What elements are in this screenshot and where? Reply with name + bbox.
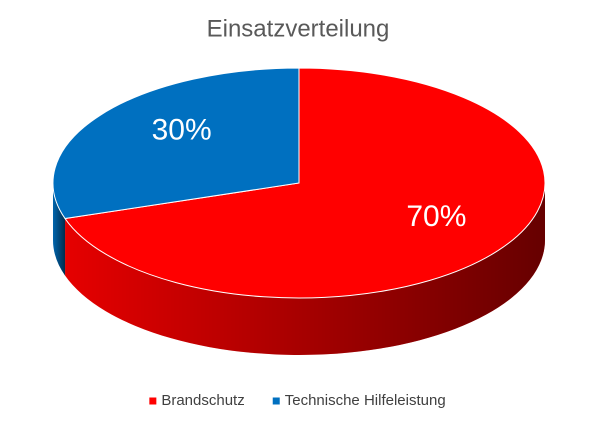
data-label: 70% xyxy=(406,200,466,233)
slice xyxy=(64,67,546,299)
legend-marker xyxy=(149,397,157,405)
chart-title: Einsatzverteilung xyxy=(207,15,390,42)
legend-label: Brandschutz xyxy=(161,392,244,409)
slice xyxy=(52,67,300,220)
slice-side-shade xyxy=(53,183,66,276)
legend-label: Technische Hilfeleistung xyxy=(285,392,446,409)
legend-marker xyxy=(272,397,280,405)
data-label: 30% xyxy=(152,114,212,147)
slice-side-shade xyxy=(65,183,545,355)
